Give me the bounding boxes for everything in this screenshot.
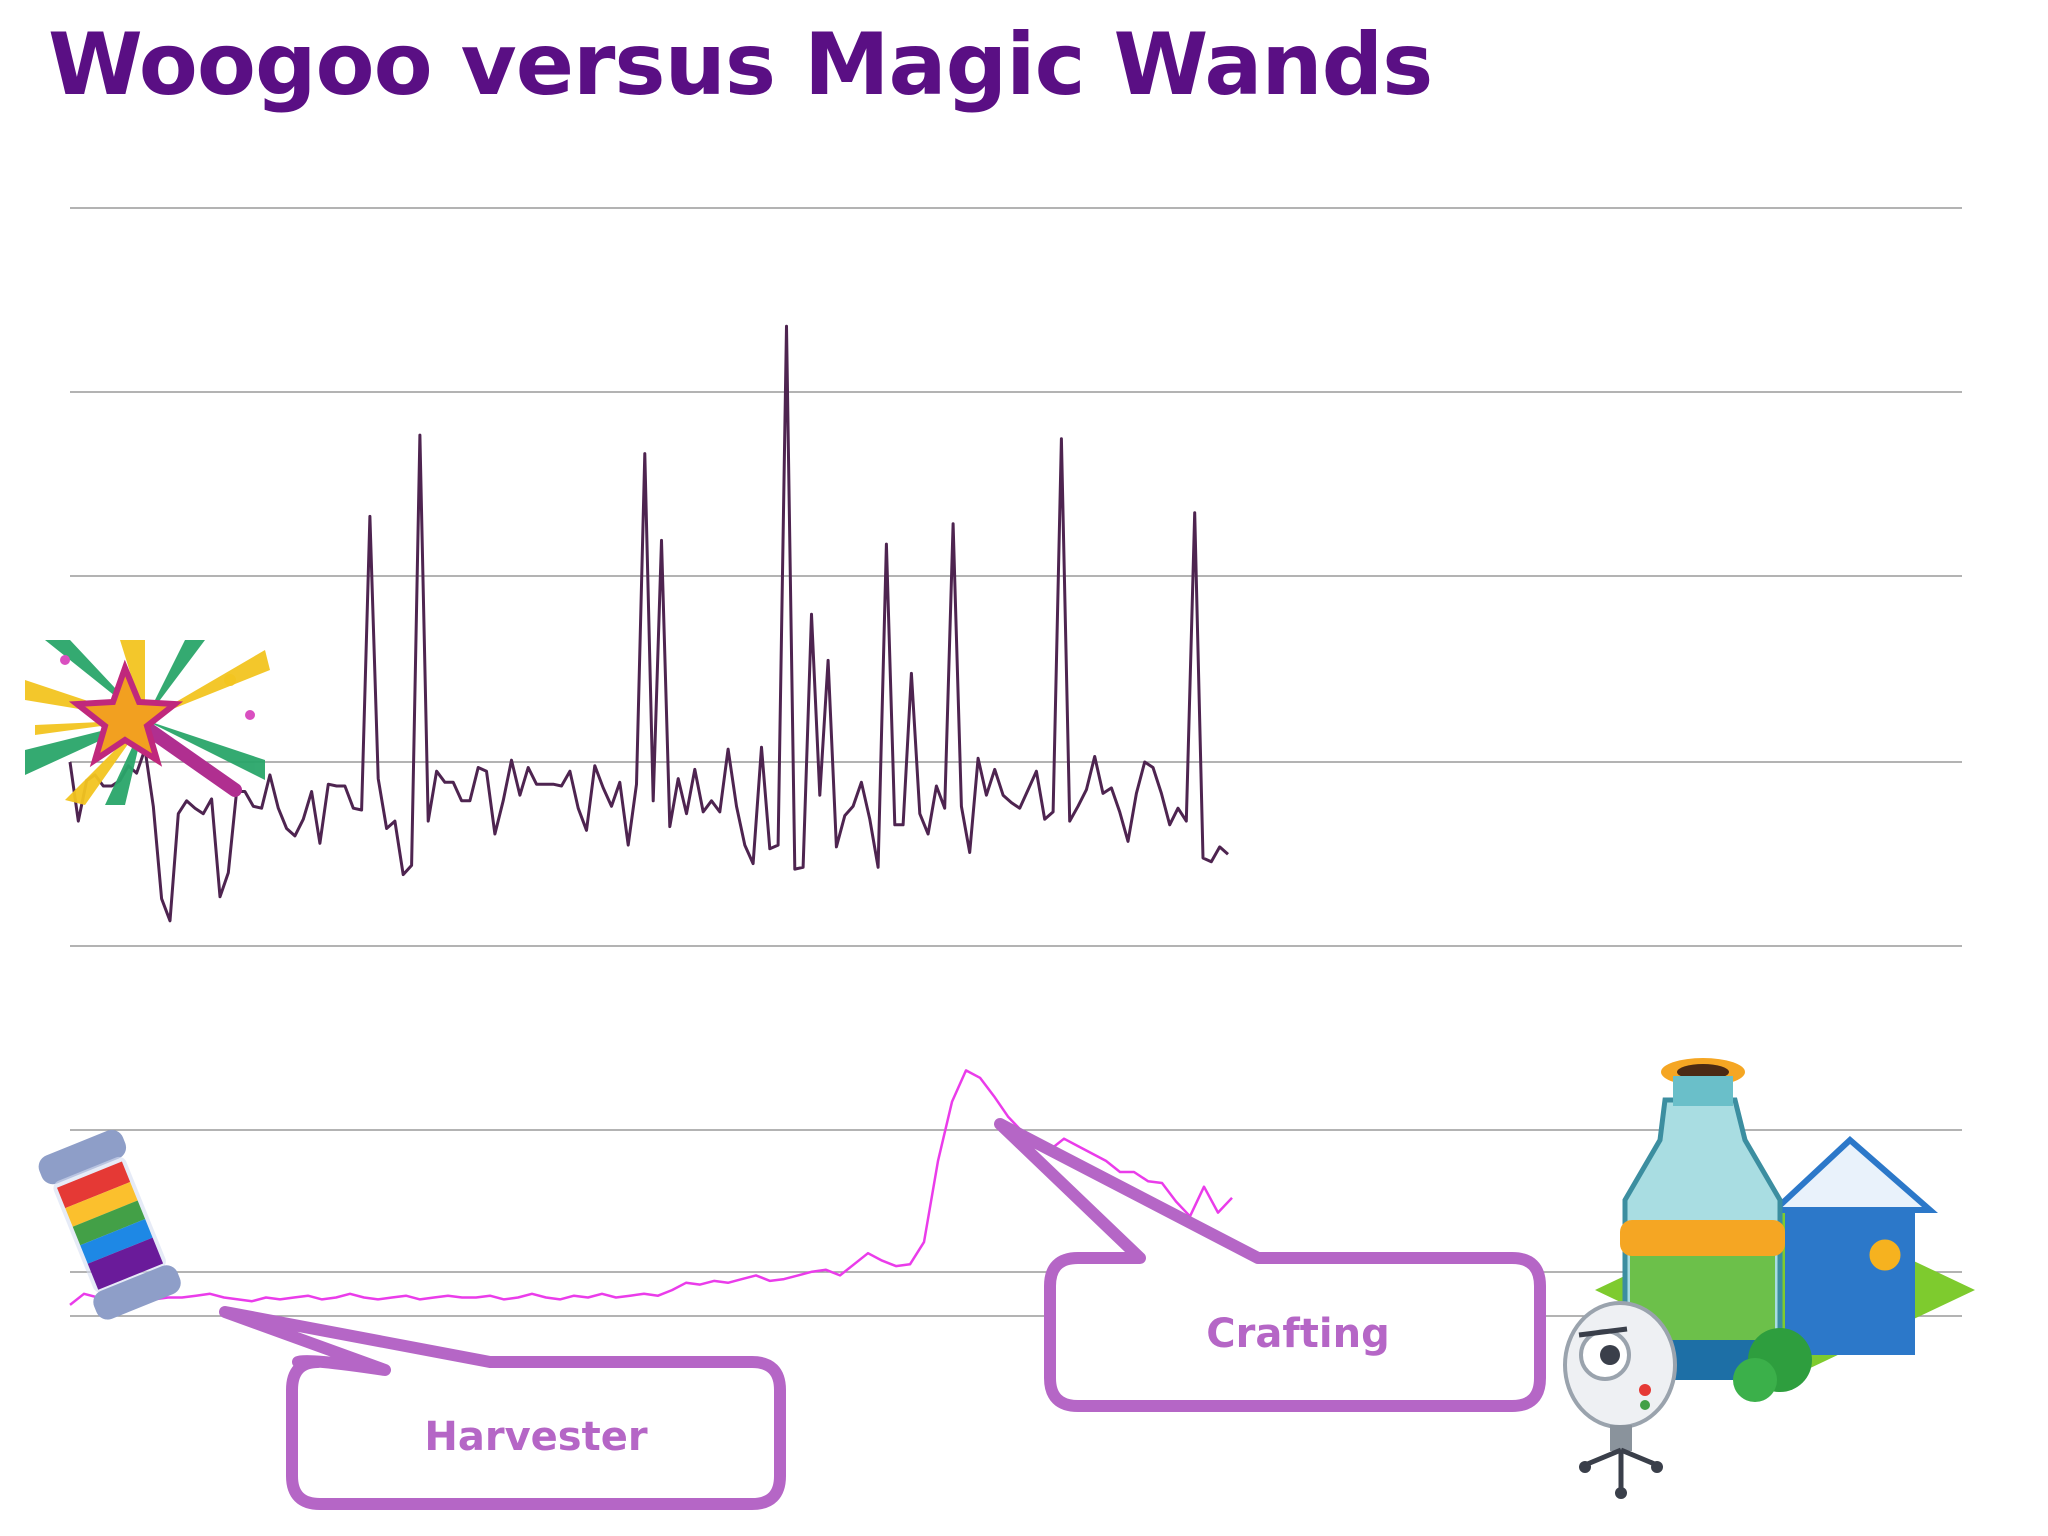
crafting-callout: Crafting	[994, 1118, 1546, 1412]
magic-wands-series-line	[68, 324, 1229, 923]
page-title: Woogoo versus Magic Wands	[48, 15, 1433, 115]
crafting-label: Crafting	[1206, 1311, 1389, 1357]
woogoo-vial-icon	[38, 1129, 181, 1320]
robot-icon	[1563, 1301, 1677, 1499]
magic-wand-icon	[25, 640, 270, 805]
harvester-label: Harvester	[424, 1414, 647, 1460]
crafting-factory-icon	[1595, 1058, 1975, 1402]
harvester-callout: Harvester	[219, 1306, 786, 1510]
